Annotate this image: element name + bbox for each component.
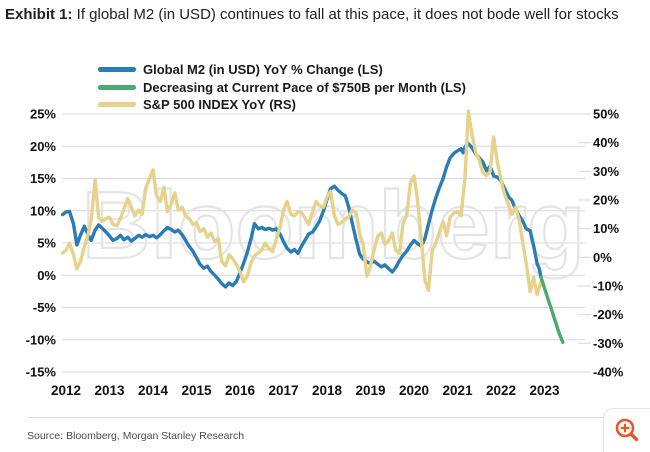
pace-line-swatch-icon — [98, 84, 136, 90]
left-axis-label: -10% — [26, 332, 57, 347]
exhibit-title: Exhibit 1: If global M2 (in USD) continu… — [5, 4, 647, 25]
x-axis-label: 2023 — [529, 383, 560, 398]
x-axis-label: 2021 — [442, 383, 473, 398]
exhibit-title-text: If global M2 (in USD) continues to fall … — [72, 6, 619, 23]
right-axis-label: -30% — [593, 336, 624, 351]
right-axis-label: 0% — [593, 250, 612, 265]
left-axis-label: -5% — [33, 300, 57, 315]
left-axis-label: 25% — [30, 107, 56, 122]
left-axis-label: -15% — [26, 365, 57, 380]
spx-line-swatch-icon — [98, 102, 136, 108]
x-axis-label: 2017 — [268, 383, 298, 398]
right-axis-label: 20% — [593, 193, 619, 208]
legend-label-pace: Decreasing at Current Pace of $750B per … — [143, 79, 466, 95]
exhibit-title-prefix: Exhibit 1: — [5, 6, 73, 23]
x-axis-label: 2022 — [486, 383, 516, 398]
footer-divider — [27, 417, 648, 418]
x-axis-label: 2012 — [51, 383, 81, 398]
legend-item-pace: Decreasing at Current Pace of $750B per … — [98, 79, 466, 97]
legend-label-spx: S&P 500 INDEX YoY (RS) — [143, 97, 296, 113]
legend-item-spx: S&P 500 INDEX YoY (RS) — [98, 96, 466, 114]
x-axis-label: 2015 — [181, 383, 212, 398]
right-axis-label: -40% — [593, 365, 624, 380]
left-axis-label: 5% — [37, 236, 56, 251]
left-axis-label: 0% — [37, 268, 56, 283]
left-axis-label: 15% — [30, 171, 56, 186]
x-axis-label: 2018 — [312, 383, 343, 398]
left-axis-label: 20% — [30, 139, 56, 154]
x-axis-label: 2019 — [355, 383, 385, 398]
legend-item-m2: Global M2 (in USD) YoY % Change (LS) — [98, 61, 466, 79]
m2-line-swatch-icon — [98, 67, 136, 73]
spx-yoy-line — [60, 109, 545, 297]
right-axis-label: -10% — [593, 279, 624, 294]
magnifier-plus-icon — [615, 418, 639, 441]
legend-label-m2: Global M2 (in USD) YoY % Change (LS) — [143, 62, 383, 78]
left-axis-label: 10% — [30, 203, 56, 218]
right-axis-label: 40% — [593, 135, 619, 150]
pace-projection-line — [539, 275, 565, 344]
zoom-button[interactable] — [603, 408, 650, 452]
x-axis-label: 2020 — [399, 383, 429, 398]
x-axis-label: 2016 — [225, 383, 256, 398]
right-axis-label: 50% — [593, 107, 619, 122]
source-note: Source: Bloomberg, Morgan Stanley Resear… — [27, 430, 245, 442]
chart-legend: Global M2 (in USD) YoY % Change (LS) Dec… — [98, 61, 466, 114]
m2-yoy-line — [60, 141, 543, 289]
right-axis-label: -20% — [593, 307, 624, 322]
x-axis-label: 2014 — [138, 383, 169, 398]
x-axis-label: 2013 — [94, 383, 125, 398]
right-axis-label: 30% — [593, 164, 619, 179]
right-axis-label: 10% — [593, 221, 619, 236]
